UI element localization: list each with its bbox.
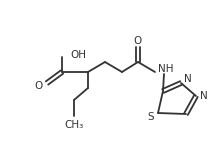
Text: O: O bbox=[134, 36, 142, 46]
Text: N: N bbox=[200, 91, 208, 101]
Text: NH: NH bbox=[158, 64, 174, 74]
Text: OH: OH bbox=[70, 50, 86, 60]
Text: CH₃: CH₃ bbox=[64, 120, 84, 130]
Text: N: N bbox=[184, 74, 192, 84]
Text: S: S bbox=[147, 112, 154, 122]
Text: O: O bbox=[35, 81, 43, 91]
